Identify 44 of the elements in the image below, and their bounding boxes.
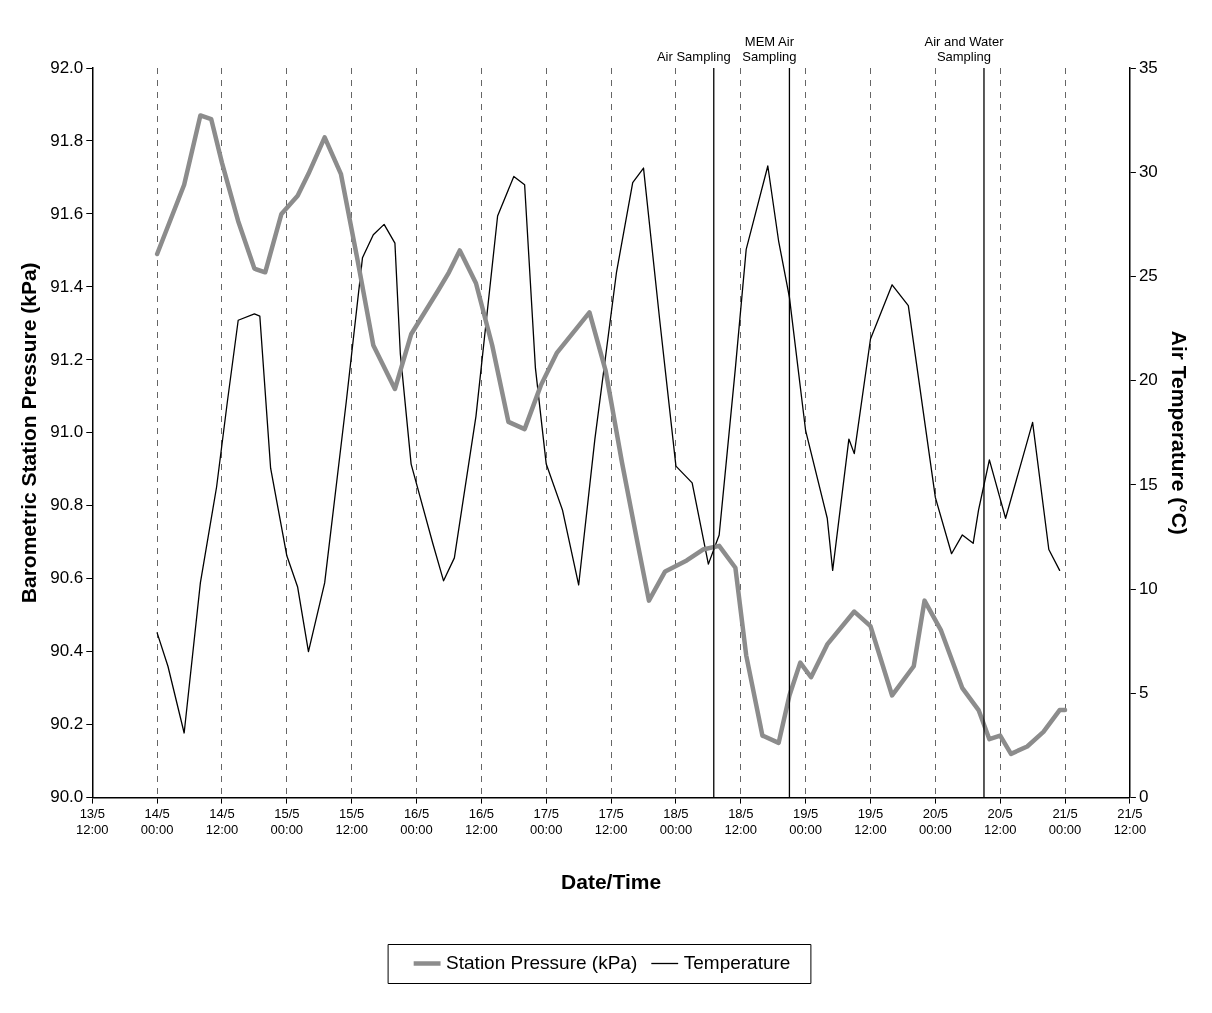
- x-tick-label: 20/5 00:00: [919, 805, 952, 837]
- x-tick-label: 13/5 12:00: [76, 805, 109, 837]
- y-tick-label: 90.4: [50, 641, 84, 661]
- y-tick-label: 92.0: [50, 57, 84, 77]
- x-tick-label: 14/5 00:00: [140, 805, 174, 837]
- y-tick-label: 90.8: [50, 495, 84, 515]
- y2-tick-label: 10: [1138, 578, 1158, 598]
- x-axis-title: Date/Time: [561, 870, 662, 894]
- y2-tick-label: 25: [1138, 266, 1158, 286]
- y2-tick-label: 35: [1138, 57, 1158, 77]
- y-tick-label: 91.4: [50, 276, 84, 296]
- y-tick-label: 91.6: [50, 203, 84, 223]
- legend-label: Temperature: [683, 951, 791, 973]
- x-tick-label: 19/5 00:00: [789, 805, 822, 837]
- y2-tick-label: 20: [1138, 370, 1158, 390]
- x-tick-label: 18/5 12:00: [724, 805, 758, 837]
- x-tick-label: 17/5 00:00: [529, 805, 563, 837]
- y-tick-label: 90.6: [50, 568, 84, 588]
- y2-axis-title: Air Temperature (°C): [1167, 330, 1191, 535]
- x-tick-label: 16/5 00:00: [400, 805, 433, 837]
- legend-label: Station Pressure (kPa): [446, 951, 638, 973]
- y-tick-label: 90.0: [50, 787, 84, 807]
- x-tick-label: 18/5 00:00: [659, 805, 693, 837]
- y-axis-title: Barometric Station Pressure (kPa): [17, 262, 41, 604]
- y2-tick-label: 15: [1138, 474, 1158, 494]
- y2-tick-label: 30: [1138, 161, 1158, 181]
- x-tick-label: 21/5 12:00: [1113, 805, 1147, 837]
- y-tick-label: 91.0: [50, 422, 84, 442]
- ref-line-label: MEM Air Sampling: [742, 34, 797, 65]
- x-tick-label: 16/5 12:00: [465, 805, 498, 837]
- x-tick-label: 21/5 00:00: [1048, 805, 1082, 837]
- y-tick-label: 91.2: [50, 349, 84, 369]
- x-tick-label: 20/5 12:00: [983, 805, 1017, 837]
- y2-tick-label: 0: [1138, 787, 1149, 807]
- x-tick-label: 14/5 12:00: [205, 805, 239, 837]
- ref-line-label: Air and Water Sampling: [924, 34, 1005, 65]
- y-tick-label: 91.8: [50, 130, 84, 150]
- y2-tick-label: 5: [1138, 683, 1149, 703]
- x-tick-label: 19/5 12:00: [854, 805, 887, 837]
- x-tick-label: 17/5 12:00: [594, 805, 628, 837]
- x-tick-label: 15/5 00:00: [270, 805, 304, 837]
- ref-line-label: Air Sampling: [656, 49, 731, 65]
- x-tick-label: 15/5 12:00: [335, 805, 368, 837]
- y-tick-label: 90.2: [50, 714, 84, 734]
